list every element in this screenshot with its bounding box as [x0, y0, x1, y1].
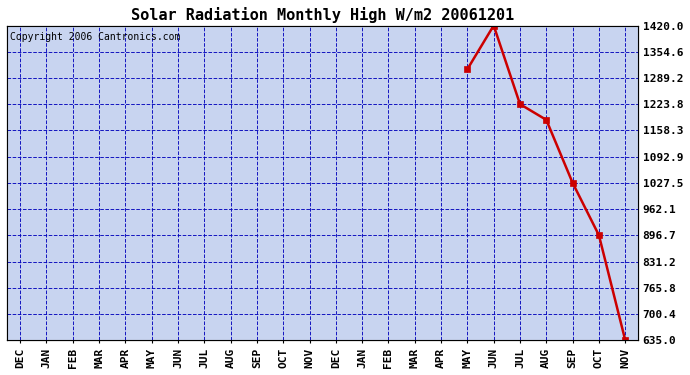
Title: Solar Radiation Monthly High W/m2 20061201: Solar Radiation Monthly High W/m2 200612…: [131, 7, 514, 23]
Text: Copyright 2006 Cantronics.com: Copyright 2006 Cantronics.com: [10, 32, 181, 42]
